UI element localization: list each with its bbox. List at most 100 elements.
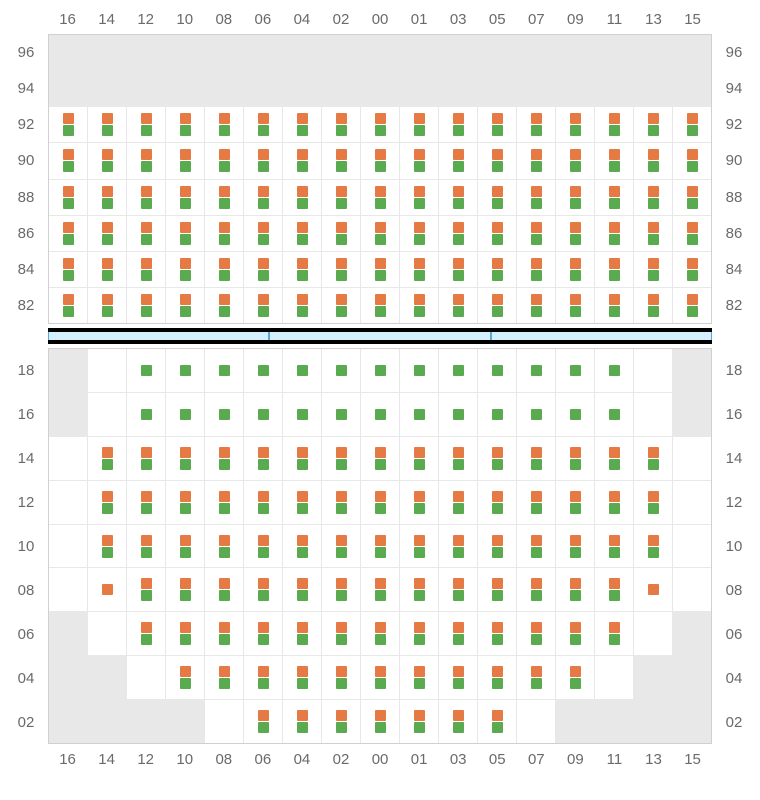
seat-cell[interactable] [594,216,633,251]
seat-cell[interactable] [438,252,477,287]
seat-cell[interactable] [243,107,282,142]
seat-cell[interactable] [126,349,165,392]
seat-cell[interactable] [477,437,516,480]
seat-cell[interactable] [87,216,126,251]
seat-cell[interactable] [165,216,204,251]
seat-cell[interactable] [516,481,555,524]
seat-cell[interactable] [399,107,438,142]
seat-cell[interactable] [321,107,360,142]
seat-cell[interactable] [204,568,243,611]
seat-cell[interactable] [87,568,126,611]
seat-cell[interactable] [321,180,360,215]
seat-cell[interactable] [243,216,282,251]
seat-cell[interactable] [594,393,633,436]
seat-cell[interactable] [126,288,165,323]
seat-cell[interactable] [555,216,594,251]
seat-cell[interactable] [165,393,204,436]
seat-cell[interactable] [204,437,243,480]
seat-cell[interactable] [243,568,282,611]
seat-cell[interactable] [243,393,282,436]
seat-cell[interactable] [126,437,165,480]
seat-cell[interactable] [282,288,321,323]
seat-cell[interactable] [282,481,321,524]
seat-cell[interactable] [243,481,282,524]
seat-cell[interactable] [243,437,282,480]
seat-cell[interactable] [555,437,594,480]
seat-cell[interactable] [165,525,204,568]
seat-cell[interactable] [321,568,360,611]
seat-cell[interactable] [321,349,360,392]
seat-cell[interactable] [360,288,399,323]
seat-cell[interactable] [126,252,165,287]
seat-cell[interactable] [87,107,126,142]
seat-cell[interactable] [555,180,594,215]
seat-cell[interactable] [165,143,204,178]
seat-cell[interactable] [321,393,360,436]
seat-cell[interactable] [321,216,360,251]
seat-cell[interactable] [594,525,633,568]
seat-cell[interactable] [633,525,672,568]
seat-cell[interactable] [477,288,516,323]
seat-cell[interactable] [87,288,126,323]
seat-cell[interactable] [399,437,438,480]
seat-cell[interactable] [49,143,87,178]
seat-cell[interactable] [282,656,321,699]
seat-cell[interactable] [321,700,360,743]
seat-cell[interactable] [126,180,165,215]
seat-cell[interactable] [477,393,516,436]
seat-cell[interactable] [399,700,438,743]
seat-cell[interactable] [516,216,555,251]
seat-cell[interactable] [321,437,360,480]
seat-cell[interactable] [204,656,243,699]
seat-cell[interactable] [516,568,555,611]
seat-cell[interactable] [282,349,321,392]
seat-cell[interactable] [438,349,477,392]
seat-cell[interactable] [204,525,243,568]
seat-cell[interactable] [87,252,126,287]
seat-cell[interactable] [633,568,672,611]
seat-cell[interactable] [165,180,204,215]
seat-cell[interactable] [49,107,87,142]
seat-cell[interactable] [399,525,438,568]
seat-cell[interactable] [633,481,672,524]
seat-cell[interactable] [516,288,555,323]
seat-cell[interactable] [282,216,321,251]
seat-cell[interactable] [360,107,399,142]
seat-cell[interactable] [438,612,477,655]
seat-cell[interactable] [243,143,282,178]
seat-cell[interactable] [477,568,516,611]
seat-cell[interactable] [321,481,360,524]
seat-cell[interactable] [438,143,477,178]
seat-cell[interactable] [438,393,477,436]
seat-cell[interactable] [555,288,594,323]
seat-cell[interactable] [204,107,243,142]
seat-cell[interactable] [555,349,594,392]
seat-cell[interactable] [477,349,516,392]
seat-cell[interactable] [438,700,477,743]
seat-cell[interactable] [87,525,126,568]
seat-cell[interactable] [49,216,87,251]
seat-cell[interactable] [672,288,711,323]
seat-cell[interactable] [165,349,204,392]
seat-cell[interactable] [555,481,594,524]
seat-cell[interactable] [126,216,165,251]
seat-cell[interactable] [243,288,282,323]
seat-cell[interactable] [204,349,243,392]
seat-cell[interactable] [87,437,126,480]
seat-cell[interactable] [204,393,243,436]
seat-cell[interactable] [399,216,438,251]
seat-cell[interactable] [321,656,360,699]
seat-cell[interactable] [126,143,165,178]
seat-cell[interactable] [282,437,321,480]
seat-cell[interactable] [633,437,672,480]
seat-cell[interactable] [516,656,555,699]
seat-cell[interactable] [594,612,633,655]
seat-cell[interactable] [87,143,126,178]
seat-cell[interactable] [555,568,594,611]
seat-cell[interactable] [399,288,438,323]
seat-cell[interactable] [399,656,438,699]
seat-cell[interactable] [555,393,594,436]
seat-cell[interactable] [126,612,165,655]
seat-cell[interactable] [243,525,282,568]
seat-cell[interactable] [282,700,321,743]
